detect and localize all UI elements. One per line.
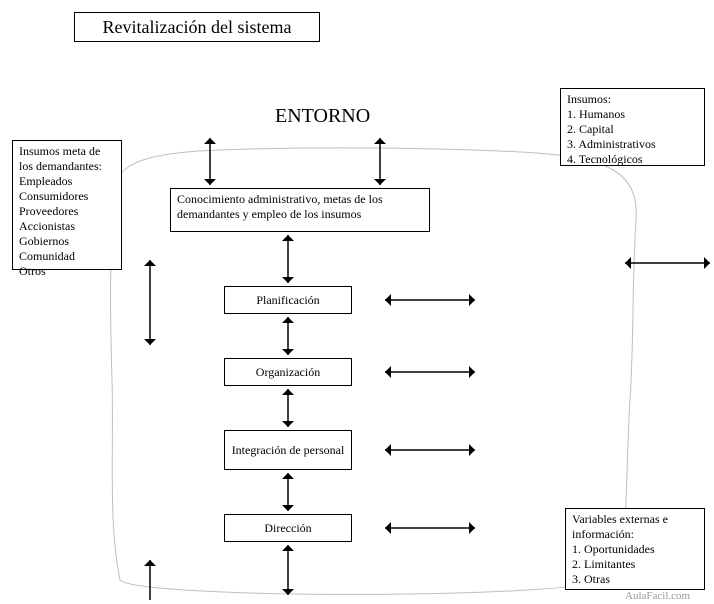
integracion-label: Integración de personal <box>232 443 345 458</box>
organizacion-box: Organización <box>224 358 352 386</box>
conocimiento-label: Conocimiento administrativo, metas de lo… <box>177 192 383 221</box>
insumos-demandantes-box: Insumos meta de los demandantes:Empleado… <box>12 140 122 270</box>
planificacion-box: Planificación <box>224 286 352 314</box>
direccion-label: Dirección <box>264 521 311 536</box>
integracion-box: Integración de personal <box>224 430 352 470</box>
entorno-heading: ENTORNO <box>275 105 370 128</box>
organizacion-label: Organización <box>256 365 320 380</box>
title-box: Revitalización del sistema <box>74 12 320 42</box>
direccion-box: Dirección <box>224 514 352 542</box>
conocimiento-box: Conocimiento administrativo, metas de lo… <box>170 188 430 232</box>
watermark: AulaFacil.com <box>625 590 690 602</box>
insumos-box: Insumos:1. Humanos2. Capital3. Administr… <box>560 88 705 166</box>
planificacion-label: Planificación <box>256 293 319 308</box>
title-text: Revitalización del sistema <box>103 16 292 39</box>
variables-externas-box: Variables externas e información:1. Opor… <box>565 508 705 590</box>
